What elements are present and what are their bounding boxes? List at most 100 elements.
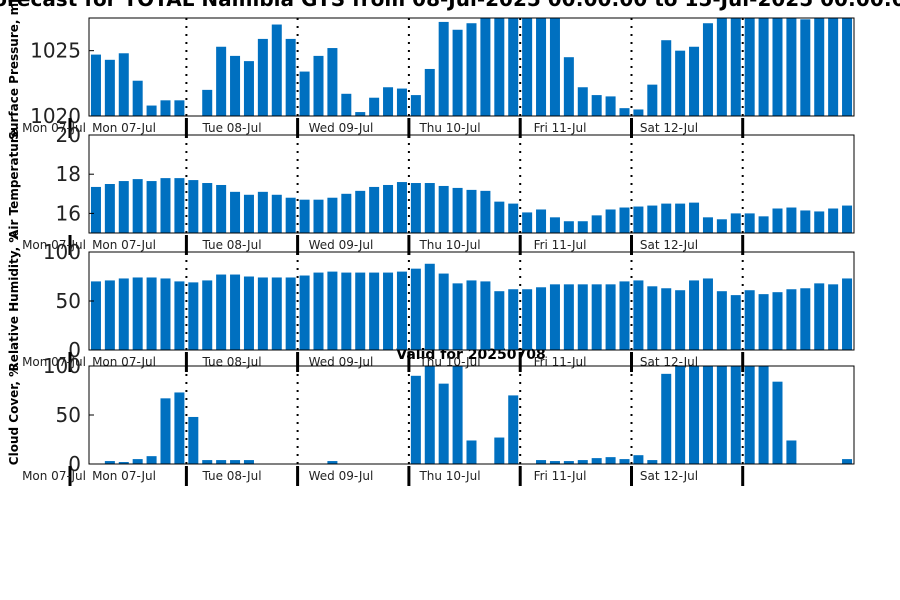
bar xyxy=(730,18,741,116)
x-tick-label: Tue 08-Jul xyxy=(201,355,261,369)
y-tick-label: 1025 xyxy=(30,39,81,63)
bar xyxy=(758,366,769,464)
bar xyxy=(716,219,727,233)
x-tick-label: Thu 10-Jul xyxy=(418,238,480,252)
bar xyxy=(160,278,171,350)
bar xyxy=(160,178,171,233)
y-tick-label: 1020 xyxy=(30,104,81,128)
bar xyxy=(563,284,574,350)
bar xyxy=(216,460,227,464)
bar xyxy=(549,284,560,350)
bar xyxy=(132,277,143,350)
bar xyxy=(661,288,672,350)
x-tick-label: Wed 09-Jul xyxy=(309,355,374,369)
bar xyxy=(842,205,853,233)
bar xyxy=(438,185,449,233)
bar xyxy=(563,221,574,233)
bar xyxy=(271,194,282,233)
bar xyxy=(230,274,241,350)
bar-series xyxy=(90,263,853,350)
x-tick-label: Mon 07-Jul xyxy=(92,469,156,483)
bar xyxy=(452,366,463,464)
y-tick-label: 100 xyxy=(43,354,81,378)
bar xyxy=(90,186,101,233)
bar xyxy=(146,181,157,233)
bar xyxy=(605,457,616,464)
bar xyxy=(730,213,741,233)
bar xyxy=(716,366,727,464)
bar xyxy=(202,89,213,116)
bar xyxy=(522,212,533,233)
bar xyxy=(619,281,630,350)
bar xyxy=(271,24,282,116)
bar xyxy=(230,191,241,233)
chart-panels: 1020 1025 Mon 07-Jul Mon 07-Jul Tue 08-Jul We… xyxy=(7,0,855,486)
bar xyxy=(508,395,519,464)
bar xyxy=(549,217,560,233)
bar xyxy=(605,209,616,233)
bar xyxy=(591,215,602,233)
bar xyxy=(591,458,602,464)
y-tick-label: 50 xyxy=(56,403,81,427)
bar xyxy=(480,18,491,116)
bar xyxy=(786,289,797,350)
bar xyxy=(438,273,449,350)
bar xyxy=(174,281,185,350)
bar xyxy=(702,23,713,116)
bar xyxy=(828,18,839,116)
bar xyxy=(549,461,560,464)
bar xyxy=(744,213,755,233)
bar xyxy=(104,461,115,464)
bar xyxy=(536,460,547,464)
bar xyxy=(508,289,519,350)
bar xyxy=(369,272,380,350)
bar xyxy=(842,278,853,350)
bar xyxy=(494,291,505,350)
x-tick-label: Wed 09-Jul xyxy=(309,238,374,252)
bar xyxy=(257,38,268,116)
bar xyxy=(466,189,477,233)
bar xyxy=(577,87,588,116)
plot-frame xyxy=(88,134,855,234)
x-tick-label: Tue 08-Jul xyxy=(201,469,261,483)
bar xyxy=(355,112,366,116)
bar xyxy=(675,203,686,233)
y-axis-label: Relative Humidity, % xyxy=(7,231,21,372)
bar xyxy=(202,460,213,464)
bar xyxy=(271,277,282,350)
bar xyxy=(118,53,129,116)
bar xyxy=(786,440,797,464)
bar xyxy=(466,280,477,350)
bar xyxy=(90,281,101,350)
x-tick-label: Tue 08-Jul xyxy=(201,121,261,135)
x-tick-label: Wed 09-Jul xyxy=(309,121,374,135)
bar xyxy=(508,203,519,233)
bar xyxy=(522,18,533,116)
bar xyxy=(536,18,547,116)
bar xyxy=(536,287,547,350)
bar xyxy=(216,274,227,350)
x-tick-label: Tue 08-Jul xyxy=(201,238,261,252)
bar xyxy=(480,190,491,233)
bar xyxy=(744,290,755,350)
panel-1: 1020 1025 Mon 07-Jul Mon 07-Jul Tue 08-Jul We… xyxy=(7,0,855,140)
bar xyxy=(549,18,560,116)
bar xyxy=(786,18,797,116)
bar xyxy=(243,276,254,350)
bar xyxy=(257,277,268,350)
x-tick-label: Sat 12-Jul xyxy=(640,121,698,135)
bar xyxy=(605,96,616,116)
bar xyxy=(410,183,421,233)
bar xyxy=(647,84,658,116)
bar xyxy=(424,68,435,116)
bar xyxy=(494,201,505,233)
y-tick-label: 50 xyxy=(56,289,81,313)
bar xyxy=(591,95,602,116)
bar xyxy=(118,278,129,350)
x-tick-label: Mon 07-Jul xyxy=(92,238,156,252)
bar xyxy=(188,416,199,464)
bar xyxy=(396,182,407,233)
bar xyxy=(410,375,421,464)
